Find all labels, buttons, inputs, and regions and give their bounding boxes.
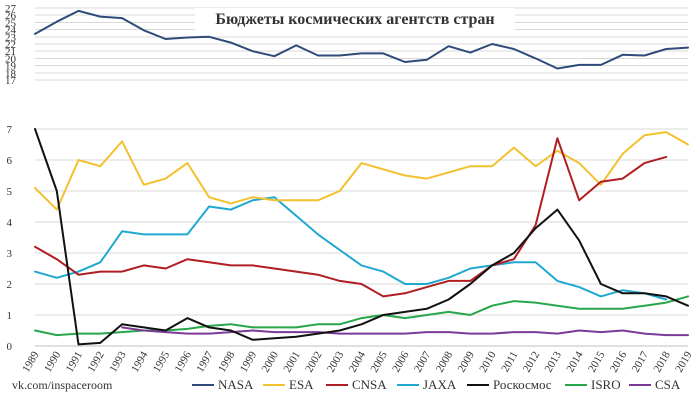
legend: NASA ESA CNSA JAXA Роскосмос ISRO CSA xyxy=(192,377,681,392)
series-line-roscosmos xyxy=(34,128,689,346)
x-tick-label: 2013 xyxy=(543,349,565,374)
x-tick-label: 2006 xyxy=(390,349,412,374)
upper-y-tick-label: 21 xyxy=(5,46,16,58)
legend-label-esa: ESA xyxy=(289,377,314,392)
lower-y-tick-label: 4 xyxy=(7,217,13,229)
lower-y-tick-label: 5 xyxy=(7,186,13,198)
series-line-cnsa xyxy=(34,137,668,298)
legend-label-isro: ISRO xyxy=(591,377,621,392)
x-tick-label: 2009 xyxy=(456,349,478,374)
series-line-csa xyxy=(121,326,689,337)
x-tick-label: 2018 xyxy=(651,349,673,374)
title-background xyxy=(195,8,515,30)
lower-y-tick-label: 2 xyxy=(7,279,13,291)
x-tick-label: 2001 xyxy=(281,350,302,375)
upper-y-tick-label: 17 xyxy=(5,75,17,87)
x-tick-label: 2002 xyxy=(303,350,324,375)
x-tick-label: 1992 xyxy=(86,350,107,375)
x-tick-label: 1990 xyxy=(42,349,64,374)
legend-label-csa: CSA xyxy=(655,377,681,392)
x-tick-label: 2004 xyxy=(347,349,369,374)
x-tick-label: 2016 xyxy=(608,349,630,374)
upper-y-tick-label: 19 xyxy=(5,61,17,73)
x-tick-label: 2014 xyxy=(564,349,586,374)
x-tick-label: 1993 xyxy=(107,349,129,374)
upper-y-tick-label: 26 xyxy=(5,10,17,22)
x-axis-ticks: 1989 1990 1991 1992 1993 1994 1995 1996 1997 1998… xyxy=(20,349,695,374)
x-tick-label: 2007 xyxy=(412,349,434,374)
upper-y-tick-label: 24 xyxy=(5,25,17,37)
upper-y-tick-label: 20 xyxy=(5,53,17,65)
lower-y-tick-label: 0 xyxy=(7,341,13,353)
upper-y-tick-label: 18 xyxy=(5,68,17,80)
x-tick-label: 2005 xyxy=(368,349,390,374)
legend-label-nasa: NASA xyxy=(218,377,254,392)
x-tick-label: 1997 xyxy=(194,349,216,374)
x-tick-label: 2003 xyxy=(325,349,347,374)
upper-y-tick-label: 27 xyxy=(5,3,17,15)
x-tick-label: 2000 xyxy=(260,349,282,374)
upper-y-tick-label: 23 xyxy=(5,32,17,44)
x-tick-label: 2012 xyxy=(521,350,542,375)
series-line-esa xyxy=(34,131,689,211)
x-tick-label: 1989 xyxy=(20,349,42,374)
lower-y-tick-label: 1 xyxy=(7,310,13,322)
x-tick-label: 1991 xyxy=(64,350,85,375)
x-tick-label: 2017 xyxy=(630,349,652,374)
grid xyxy=(35,7,688,347)
lower-y-tick-label: 6 xyxy=(7,155,13,167)
x-tick-label: 1999 xyxy=(238,349,260,374)
legend-label-jaxa: JAXA xyxy=(423,377,457,392)
x-tick-label: 2015 xyxy=(586,349,608,374)
x-tick-label: 2019 xyxy=(673,349,695,374)
lower-y-axis-ticks: 0 1 2 3 4 5 6 7 xyxy=(7,124,13,353)
lower-y-tick-label: 7 xyxy=(7,124,13,136)
credit-text: vk.com/inspaceroom xyxy=(12,378,113,392)
x-tick-label: 1994 xyxy=(129,349,151,374)
series-line-nasa xyxy=(34,9,689,70)
legend-label-roscosmos: Роскосмос xyxy=(493,377,552,392)
upper-y-tick-label: 25 xyxy=(5,17,17,29)
x-tick-label: 2010 xyxy=(477,349,499,374)
x-tick-label: 2008 xyxy=(434,349,456,374)
legend-label-cnsa: CNSA xyxy=(352,377,387,392)
x-tick-label: 1998 xyxy=(216,349,238,374)
x-tick-label: 1996 xyxy=(173,349,195,374)
x-tick-label: 1995 xyxy=(151,349,173,374)
series-lines xyxy=(34,9,689,346)
upper-y-tick-label: 22 xyxy=(5,39,16,51)
chart-title: Бюджеты космических агентств стран xyxy=(215,11,494,28)
lower-y-tick-label: 3 xyxy=(7,248,13,260)
x-tick-label: 2011 xyxy=(499,350,520,375)
series-line-jaxa xyxy=(34,196,668,301)
